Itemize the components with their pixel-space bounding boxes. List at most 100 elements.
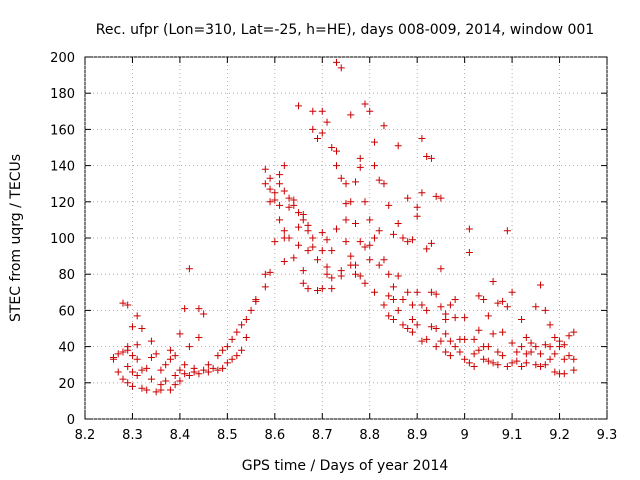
data-point	[404, 325, 412, 332]
data-point	[499, 328, 507, 336]
data-point	[518, 363, 526, 371]
data-point	[323, 263, 331, 271]
data-point	[451, 314, 459, 322]
data-point	[366, 241, 374, 249]
data-point	[427, 154, 435, 162]
data-point	[551, 350, 559, 358]
data-point	[518, 315, 526, 323]
data-point	[399, 296, 407, 304]
data-point	[328, 285, 336, 293]
data-point	[318, 247, 326, 255]
y-tick-label: 40	[58, 341, 75, 356]
data-point	[503, 303, 511, 311]
data-point	[124, 343, 132, 351]
data-point	[551, 368, 559, 376]
data-point	[128, 368, 136, 376]
data-point	[285, 194, 293, 202]
data-point	[347, 198, 355, 206]
data-point	[389, 315, 397, 323]
data-point	[375, 227, 383, 235]
data-point	[147, 337, 155, 345]
data-point	[370, 234, 378, 242]
data-point	[295, 209, 303, 217]
data-point	[437, 337, 445, 345]
data-point	[404, 194, 412, 202]
data-point	[513, 348, 521, 356]
data-point	[238, 346, 246, 354]
data-point	[147, 375, 155, 383]
data-point	[446, 352, 454, 360]
data-point	[261, 270, 269, 278]
data-point	[147, 353, 155, 361]
data-point	[337, 64, 345, 72]
data-point	[404, 238, 412, 246]
data-point	[465, 359, 473, 367]
data-point	[261, 283, 269, 291]
data-point	[370, 288, 378, 296]
data-point	[408, 328, 416, 336]
data-point	[152, 350, 160, 358]
y-axis: 0 20 40 60 80 100 120 140 160 180 200	[50, 51, 607, 428]
data-point	[370, 138, 378, 146]
data-point	[470, 350, 478, 358]
data-point	[432, 343, 440, 351]
data-point	[214, 366, 222, 374]
data-point	[261, 180, 269, 188]
data-point	[290, 254, 298, 262]
data-point	[318, 107, 326, 115]
data-point	[451, 343, 459, 351]
data-point	[271, 196, 279, 204]
data-point	[323, 270, 331, 278]
data-point	[484, 357, 492, 365]
y-tick-label: 80	[58, 268, 75, 283]
data-point	[233, 352, 241, 360]
data-point	[546, 343, 554, 351]
grid	[84, 56, 608, 420]
data-point	[427, 323, 435, 331]
data-point	[328, 274, 336, 282]
data-point	[565, 352, 573, 360]
data-point	[556, 343, 564, 351]
data-point	[166, 386, 174, 394]
data-point	[522, 334, 530, 342]
data-point	[114, 368, 122, 376]
data-point	[560, 341, 568, 349]
data-point	[380, 180, 388, 188]
data-point	[432, 325, 440, 332]
data-point	[133, 312, 141, 320]
data-point	[119, 348, 127, 356]
data-point	[266, 268, 274, 276]
data-point	[404, 288, 412, 296]
data-point	[290, 201, 298, 209]
data-point	[299, 216, 307, 224]
data-point	[503, 227, 511, 235]
data-point	[366, 256, 374, 264]
data-point	[337, 272, 345, 280]
data-point	[470, 335, 478, 343]
data-point	[143, 386, 151, 394]
data-point	[280, 187, 288, 195]
data-point	[204, 368, 212, 376]
data-point	[200, 366, 208, 374]
x-tick-label: 9.3	[597, 428, 618, 443]
data-point	[285, 234, 293, 242]
data-point	[228, 335, 236, 343]
y-tick-label: 0	[67, 413, 75, 428]
data-point	[560, 355, 568, 363]
data-point	[446, 301, 454, 309]
data-point	[442, 348, 450, 356]
data-point	[280, 162, 288, 170]
data-point	[171, 372, 179, 380]
data-point	[351, 178, 359, 186]
y-tick-label: 100	[50, 232, 75, 247]
data-point	[366, 107, 374, 115]
data-point	[152, 388, 160, 396]
data-point	[219, 346, 227, 354]
data-point	[475, 326, 483, 334]
data-point	[299, 279, 307, 287]
data-point	[195, 305, 203, 313]
data-point	[351, 270, 359, 278]
data-point	[451, 296, 459, 304]
data-point	[328, 247, 336, 255]
data-point	[176, 377, 184, 385]
